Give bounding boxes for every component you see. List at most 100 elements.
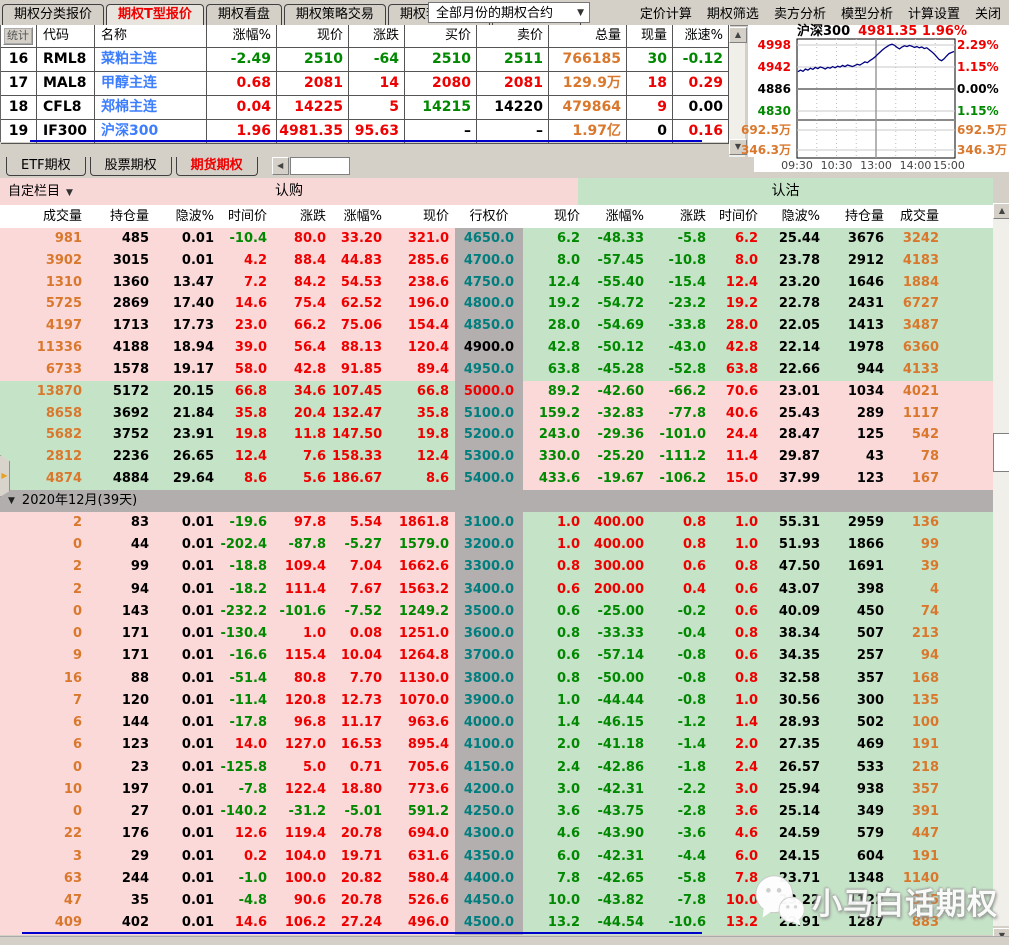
top-tab[interactable]: 期权策略交易 bbox=[283, 4, 386, 25]
instrument-name[interactable]: 沪深300 bbox=[95, 120, 207, 144]
option-row[interactable]: 13870 5172 20.15 66.8 34.6 107.45 66.8 5000.0 89… bbox=[0, 380, 993, 403]
menu-item[interactable]: 关闭 bbox=[974, 7, 1001, 22]
stat-button[interactable]: 统计 bbox=[3, 27, 33, 45]
option-col-header[interactable]: 成交量 bbox=[899, 209, 939, 224]
scroll-up-icon[interactable]: ▲ bbox=[993, 203, 1009, 219]
top-tab[interactable]: 期权分类报价 bbox=[2, 4, 105, 25]
option-row[interactable]: 6 123 0.01 14.0 127.0 16.53 895.4 4100.0 2.0 -41.… bbox=[0, 734, 993, 757]
option-col-header[interactable]: 隐波% bbox=[175, 209, 214, 224]
menu-item[interactable]: 模型分析 bbox=[840, 7, 893, 22]
option-row[interactable]: 6733 1578 19.17 58.0 42.8 91.85 89.4 4950.0 63.8… bbox=[0, 358, 993, 381]
option-col-header[interactable]: 隐波% bbox=[781, 209, 820, 224]
option-col-header[interactable]: 涨跌 bbox=[299, 209, 326, 224]
option-row[interactable]: 4197 1713 17.73 23.0 66.2 75.06 154.4 4850.0 28.… bbox=[0, 315, 993, 338]
menu-item[interactable]: 计算设置 bbox=[907, 7, 960, 22]
collapse-icon[interactable]: ▼ bbox=[8, 495, 15, 506]
quote-row[interactable]: 17 MAL8 甲醇主连 0.68 2081 14 2080 2081 129.9万 18 0.29 bbox=[1, 72, 730, 96]
option-row[interactable]: 10 197 0.01 -7.8 122.4 18.80 773.6 4200.0 3.0 -42… bbox=[0, 778, 993, 802]
option-row[interactable]: 6 144 0.01 -17.8 96.8 11.17 963.6 4000.0 1.4 -46.… bbox=[0, 712, 993, 735]
option-col-header[interactable]: 时间价 bbox=[718, 209, 758, 224]
menu-item[interactable]: 定价计算 bbox=[639, 7, 692, 22]
put-cell: 1413 bbox=[826, 315, 890, 338]
custom-columns-dropdown[interactable]: 自定栏目 ▼ bbox=[8, 184, 73, 199]
option-row[interactable]: 22 176 0.01 12.6 119.4 20.78 694.0 4300.0 4.6 -43… bbox=[0, 823, 993, 846]
quote-cell: 95.63 bbox=[349, 120, 405, 144]
call-cell: 0.01 bbox=[155, 845, 220, 868]
instrument-name[interactable]: 甲醇主连 bbox=[95, 72, 207, 96]
instrument-name[interactable]: 菜粕主连 bbox=[95, 48, 207, 72]
scroll-up-icon[interactable]: ▲ bbox=[729, 27, 747, 43]
call-cell: 591.2 bbox=[388, 801, 455, 824]
option-row[interactable]: 2 99 0.01 -18.8 109.4 7.04 1662.6 3300.0 0.8 300.… bbox=[0, 556, 993, 579]
option-row[interactable]: 8658 3692 21.84 35.8 20.4 132.47 35.8 5100.0 159… bbox=[0, 402, 993, 425]
option-row[interactable]: 16 88 0.01 -51.4 80.8 7.70 1130.0 3800.0 0.8 -50.… bbox=[0, 667, 993, 690]
option-row[interactable]: 0 143 0.01 -232.2 -101.6 -7.52 1249.2 3500.0 0.6… bbox=[0, 600, 993, 624]
call-cell: 0.01 bbox=[155, 778, 220, 802]
option-col-header[interactable]: 现价 bbox=[422, 209, 449, 224]
option-row[interactable]: 3902 3015 0.01 4.2 88.4 44.83 285.6 4700.0 8.0 -5… bbox=[0, 249, 993, 272]
pane-splitter-handle[interactable]: ▶ bbox=[0, 455, 10, 497]
top-tab[interactable]: 期权Т型报价 bbox=[106, 4, 204, 25]
put-cell: 30.56 bbox=[764, 689, 826, 713]
option-col-header[interactable]: 持仓量 bbox=[844, 209, 884, 224]
quote-vscrollbar-track[interactable] bbox=[729, 27, 745, 172]
option-col-header[interactable]: 涨跌 bbox=[679, 209, 706, 224]
option-row[interactable]: 47 35 0.01 -4.8 90.6 20.78 526.6 4450.0 10.0 -43.… bbox=[0, 890, 993, 913]
call-cell: 6733 bbox=[0, 358, 88, 381]
option-row[interactable]: 7 120 0.01 -11.4 120.8 12.73 1070.0 3900.0 1.0 -4… bbox=[0, 689, 993, 713]
quote-cell: 0.16 bbox=[673, 120, 729, 144]
call-cell: 2869 bbox=[88, 293, 155, 316]
instrument-code: CFL8 bbox=[37, 96, 95, 120]
strike-col-header[interactable]: 行权价 bbox=[469, 209, 509, 224]
call-cell: 0.08 bbox=[332, 623, 388, 646]
market-tab[interactable]: ETF期权 bbox=[6, 157, 86, 176]
contract-month-dropdown[interactable]: 全部月份的期权合约 ▼ bbox=[428, 2, 590, 23]
option-row[interactable]: 11336 4188 18.94 39.0 56.4 88.13 120.4 4900.0 42… bbox=[0, 337, 993, 359]
put-cell: 1122 bbox=[826, 890, 890, 913]
quote-row[interactable]: 18 CFL8 郑棉主连 0.04 14225 5 14215 14220 479864 9 0.0… bbox=[1, 96, 730, 120]
option-row[interactable]: 0 23 0.01 -125.8 5.0 0.71 705.6 4150.0 2.4 -42.86… bbox=[0, 756, 993, 779]
market-tab[interactable]: 期货期权 bbox=[175, 157, 258, 176]
menu-item[interactable]: 卖方分析 bbox=[773, 7, 826, 22]
put-cell: 24.15 bbox=[764, 845, 826, 868]
call-cell: 1563.2 bbox=[388, 578, 455, 601]
option-row[interactable]: 0 27 0.01 -140.2 -31.2 -5.01 591.2 4250.0 3.6 -43… bbox=[0, 801, 993, 824]
option-row[interactable]: 2 83 0.01 -19.6 97.8 5.54 1861.8 3100.0 1.0 400.0… bbox=[0, 511, 993, 535]
option-row[interactable]: 4874 4884 29.64 8.6 5.6 186.67 8.6 5400.0 433.6-… bbox=[0, 468, 993, 490]
option-row[interactable]: 2 94 0.01 -18.2 111.4 7.67 1563.2 3400.0 0.6 200.… bbox=[0, 578, 993, 601]
top-tab[interactable]: 期权看盘 bbox=[205, 4, 282, 25]
filler bbox=[945, 424, 993, 447]
tab-scroll-left-icon[interactable]: ◀ bbox=[271, 157, 289, 175]
option-row[interactable]: 0 44 0.01 -202.4 -87.8 -5.27 1579.0 3200.0 1.0 40… bbox=[0, 534, 993, 557]
scrollbar-thumb[interactable] bbox=[993, 433, 1009, 472]
option-row[interactable]: 63 244 0.01 -1.0 100.0 20.82 580.4 4400.0 7.8 -42… bbox=[0, 867, 993, 891]
menu-item[interactable]: 期权筛选 bbox=[706, 7, 759, 22]
month-section-header[interactable]: ▼ 2020年12月(39天) bbox=[0, 489, 993, 512]
quote-row[interactable]: 16 RML8 菜粕主连 -2.49 2510 -64 2510 2511 766185 30 -0… bbox=[1, 48, 730, 72]
option-col-header[interactable]: 时间价 bbox=[227, 209, 267, 224]
option-row[interactable]: 5725 2869 17.40 14.6 75.4 62.52 196.0 4800.0 19.… bbox=[0, 293, 993, 316]
put-cell: -101.0 bbox=[650, 424, 712, 447]
option-row[interactable]: 5682 3752 23.91 19.8 11.8 147.50 19.8 5200.0 243… bbox=[0, 424, 993, 447]
put-cell: 78 bbox=[890, 446, 945, 469]
option-col-header[interactable]: 持仓量 bbox=[109, 209, 149, 224]
quote-row[interactable]: 19 IF300 沪深300 1.96 4981.35 95.63– –1.97亿 0 0.16 bbox=[1, 120, 730, 144]
option-col-header[interactable]: 涨幅% bbox=[343, 209, 382, 224]
option-row[interactable]: 0 171 0.01 -130.4 1.0 0.08 1251.0 3600.0 0.8 -33.… bbox=[0, 623, 993, 646]
option-board-header: 认购 自定栏目 ▼ 认沽 bbox=[0, 178, 993, 205]
call-cell: 16 bbox=[0, 667, 88, 690]
scroll-down-icon[interactable]: ▼ bbox=[729, 139, 747, 155]
option-col-header[interactable]: 成交量 bbox=[42, 209, 82, 224]
strike-cell: 4500.0 bbox=[455, 912, 523, 935]
market-tab[interactable]: 股票期权 bbox=[89, 157, 172, 176]
instrument-name[interactable]: 郑棉主连 bbox=[95, 96, 207, 120]
option-vscrollbar-track[interactable] bbox=[993, 217, 1009, 926]
option-row[interactable]: 2812 2236 26.65 12.4 7.6 158.33 12.4 5300.0 330.… bbox=[0, 446, 993, 469]
call-cell: -4.8 bbox=[220, 890, 273, 913]
option-row[interactable]: 3 29 0.01 0.2 104.0 19.71 631.6 4350.0 6.0 -42.31… bbox=[0, 845, 993, 868]
option-row[interactable]: 981 485 0.01 -10.4 80.0 33.20 321.0 4650.0 6.2 -4… bbox=[0, 228, 993, 250]
option-row[interactable]: 9 171 0.01 -16.6 115.4 10.04 1264.8 3700.0 0.6 -5… bbox=[0, 645, 993, 668]
option-col-header[interactable]: 现价 bbox=[553, 209, 580, 224]
option-col-header[interactable]: 涨幅% bbox=[605, 209, 644, 224]
option-row[interactable]: 1310 1360 13.47 7.2 84.2 54.53 238.6 4750.0 12.4… bbox=[0, 271, 993, 294]
